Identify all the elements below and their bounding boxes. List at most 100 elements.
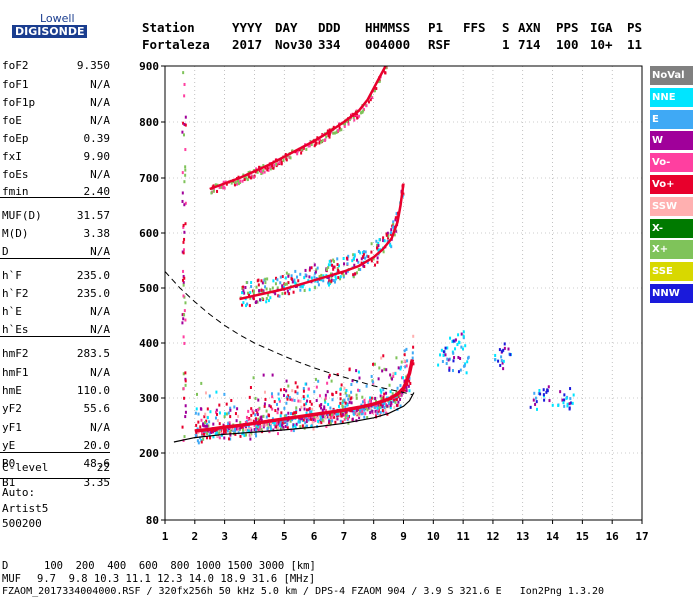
echo-point [368,400,371,404]
echo-point [378,406,381,410]
echo-point [252,289,255,293]
f-trace-curve [194,359,415,433]
echo-point [208,420,211,424]
echo-point [271,421,274,425]
echo-point [203,430,206,434]
echo-point [456,343,459,347]
echo-point [334,277,337,281]
echo-point [262,414,265,418]
echo-point [339,412,342,416]
echo-point [325,267,328,271]
echo-point [182,133,185,137]
echo-point [183,313,186,317]
param-row-b0: B0 48.6 [2,457,110,475]
echo-point [200,438,203,442]
echo-point [329,272,332,276]
echo-point [216,434,219,438]
echo-point [569,387,572,391]
echo-point [566,402,569,406]
legend-item-e: E [650,109,693,129]
header-label-7: S [502,20,510,35]
echo-point [365,104,368,108]
echo-point [403,349,406,353]
echo-point [269,165,272,169]
echo-point [222,180,225,184]
echo-point [327,281,330,285]
echo-point [362,406,365,410]
echo-point [344,416,347,420]
echo-point [306,394,309,398]
echo-point [325,424,328,428]
echo-point [264,281,267,285]
echo-point [358,376,361,380]
param-key: h`E [2,305,22,318]
header-value-1: 2017 [232,37,263,52]
echo-point [383,367,386,371]
echo-point [314,415,317,419]
echo-point [296,391,299,395]
echo-point [183,396,186,400]
echo-point [281,286,284,290]
echo-point [360,257,363,261]
echo-point [377,409,380,413]
echo-point [250,407,253,411]
echo-point [382,236,385,240]
echo-point [183,123,186,127]
echo-point [274,292,277,296]
echo-points [181,66,575,445]
echo-point [313,390,316,394]
param-value: 55.6 [83,402,111,415]
x-tick-label: 1 [162,530,169,543]
x-tick-label: 12 [486,530,499,543]
f-3hop-curve [209,65,387,191]
echo-point [406,359,409,363]
echo-point [265,409,268,413]
echo-point [498,348,501,352]
echo-point [277,426,280,430]
echo-point [206,431,209,435]
echo-point [376,246,379,250]
echo-point [182,240,185,244]
header-value-5: RSF [428,37,451,52]
echo-point [302,397,305,401]
echo-point [300,405,303,409]
muf-curve [164,271,413,396]
echo-point [405,386,408,390]
echo-point [233,183,236,187]
x-tick-label: 3 [221,530,228,543]
footer-muf-label: MUF [2,573,21,585]
echo-point [329,406,332,410]
logo-line2: DIGISONDE [12,25,88,38]
echo-point [361,406,364,410]
echo-point [507,347,510,351]
echo-point [226,429,229,433]
echo-point [288,155,291,159]
echo-point [462,330,465,334]
echo-point [324,393,327,397]
echo-point [280,424,283,428]
echo-point [312,427,315,431]
header-label-1: YYYY [232,20,263,35]
echo-point [196,439,199,443]
echo-point [390,401,393,405]
echo-point [445,362,448,366]
echo-point [339,277,342,281]
echo-point [385,233,388,237]
echo-point [329,422,332,426]
echo-point [411,351,414,355]
echo-point [332,279,335,283]
echo-point [212,430,215,434]
echo-point [212,422,215,426]
echo-point [389,373,392,377]
echo-point [403,379,406,383]
echo-point [345,394,348,398]
echo-point [285,379,288,383]
echo-point [347,122,350,126]
echo-point [303,403,306,407]
echo-point [250,432,253,436]
echo-point [223,186,226,190]
echo-point [279,414,282,418]
echo-point [262,164,265,168]
echo-point [345,412,348,416]
echo-point [196,392,199,396]
